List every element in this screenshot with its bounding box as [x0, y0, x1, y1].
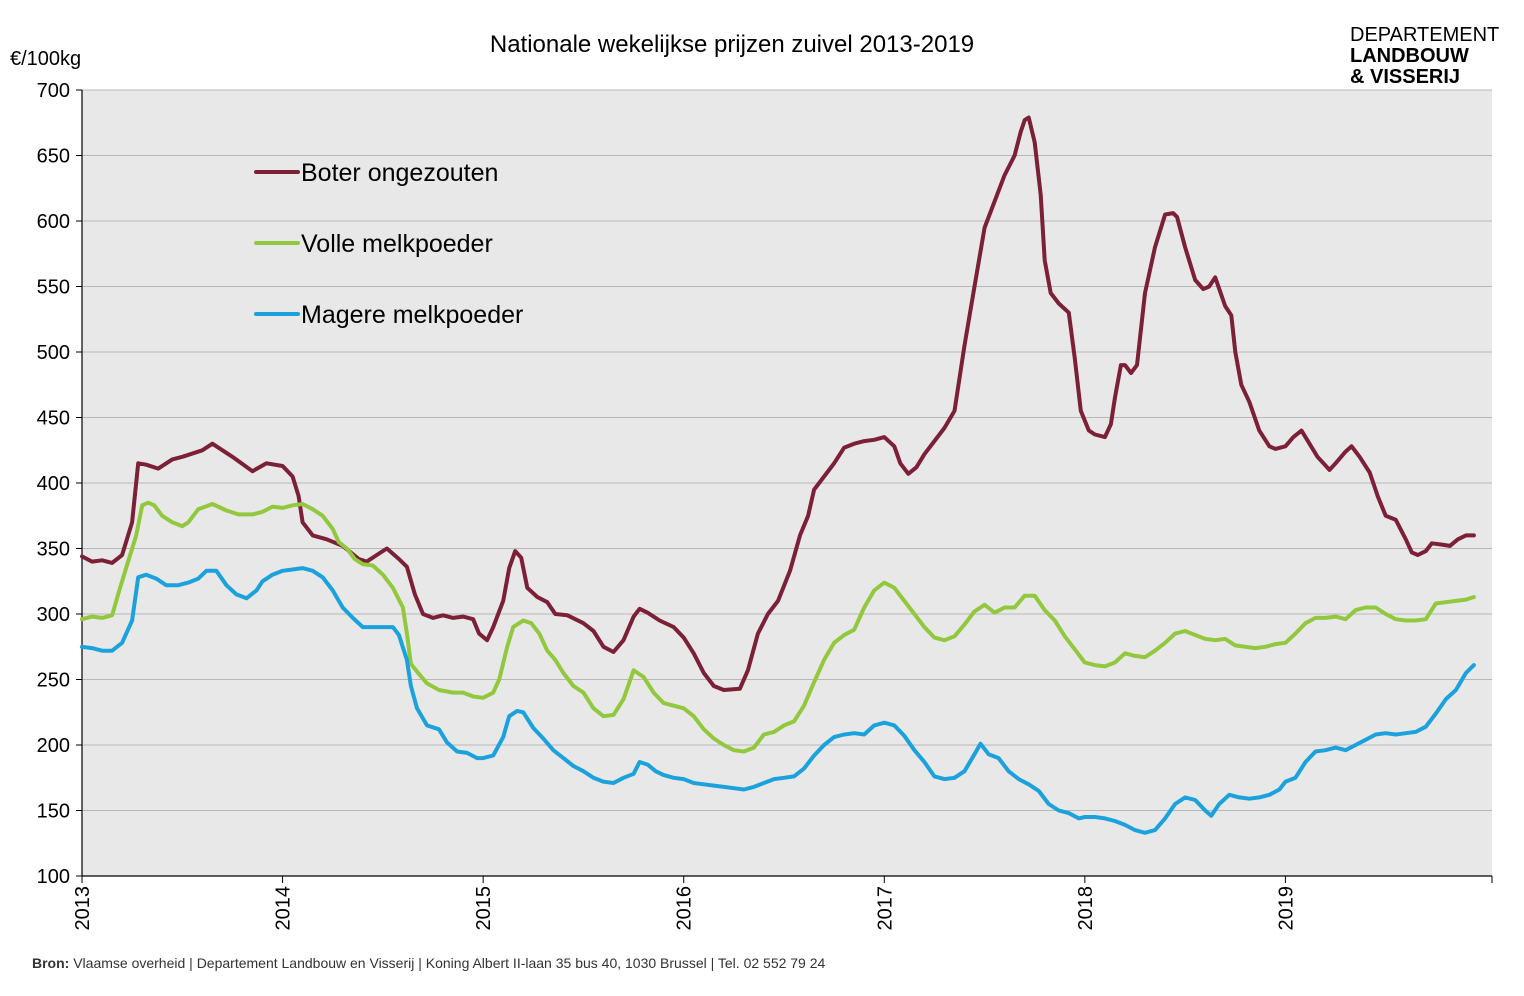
y-tick-label: 450 — [37, 408, 70, 430]
series-line-boter-ongezouten — [80, 115, 1476, 692]
x-tick-label: 2013 — [72, 886, 94, 931]
legend-label: Volle melkpoeder — [301, 230, 493, 258]
department-logo: DEPARTEMENT LANDBOUW & VISSERIJ — [1350, 25, 1499, 88]
x-tick-label: 2016 — [674, 886, 696, 931]
x-tick-label: 2018 — [1075, 886, 1097, 931]
legend-label: Boter ongezouten — [301, 159, 498, 187]
y-tick-label: 100 — [37, 866, 70, 888]
logo-line-2: LANDBOUW — [1350, 45, 1469, 67]
source-label: Bron: — [32, 955, 70, 971]
source-footer: Bron: Vlaamse overheid | Departement Lan… — [32, 955, 825, 971]
legend-label: Magere melkpoeder — [301, 301, 523, 329]
y-tick-label: 700 — [37, 80, 70, 102]
y-tick-label: 350 — [37, 539, 70, 561]
x-tick-label: 2014 — [273, 886, 295, 931]
y-tick-label: 650 — [37, 146, 70, 168]
y-tick-label: 300 — [37, 604, 70, 626]
x-tick-label: 2019 — [1275, 886, 1297, 931]
chart-title: Nationale wekelijkse prijzen zuivel 2013… — [490, 31, 974, 58]
y-axis: 100 150 200 250 300 350 400 450 500 550 600 650 700 — [37, 80, 83, 888]
series-line-magere-melkpoeder — [80, 566, 1476, 835]
legend: Boter ongezouten Volle melkpoeder Magere m… — [254, 159, 523, 329]
y-tick-label: 200 — [37, 735, 70, 757]
logo-line-1: DEPARTEMENT — [1350, 24, 1500, 46]
y-tick-label: 500 — [37, 342, 70, 364]
series-line-volle-melkpoeder — [80, 500, 1476, 754]
y-tick-label: 400 — [37, 473, 70, 495]
x-tick-label: 2017 — [874, 886, 896, 931]
y-tick-label: 600 — [37, 211, 70, 233]
y-axis-unit: €/100kg — [10, 48, 81, 70]
series-lines — [80, 115, 1476, 835]
gridlines — [82, 89, 1492, 811]
y-tick-label: 550 — [37, 277, 70, 299]
x-axis: 2013 2014 2015 2016 2017 2018 2019 — [72, 875, 1493, 931]
source-text: Vlaamse overheid | Departement Landbouw … — [73, 955, 826, 971]
y-tick-label: 250 — [37, 670, 70, 692]
logo-line-3: & VISSERIJ — [1350, 66, 1461, 88]
y-tick-label: 150 — [37, 801, 70, 823]
x-tick-label: 2015 — [473, 886, 495, 931]
